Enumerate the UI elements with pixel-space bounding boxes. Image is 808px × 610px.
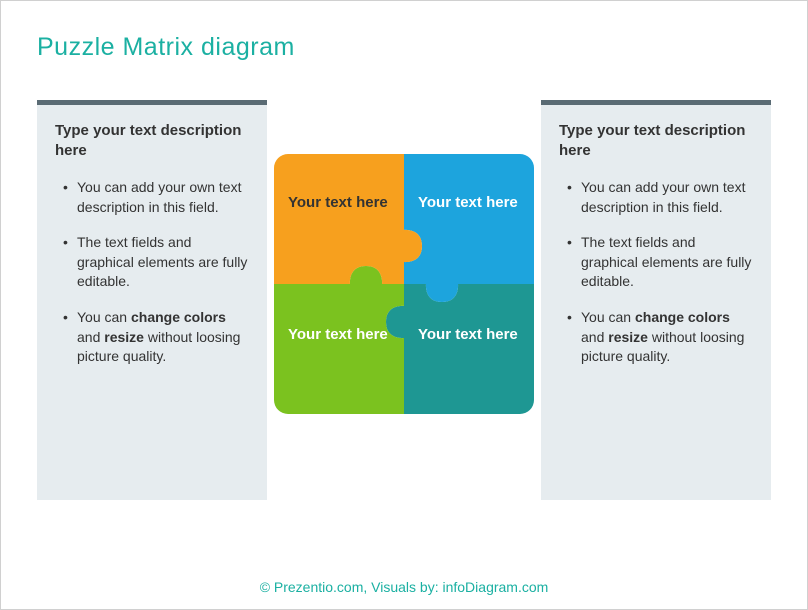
text-fragment: You can <box>77 309 131 325</box>
puzzle-label-top-left: Your text here <box>288 194 398 213</box>
right-textbox: Type your text description here You can … <box>541 100 771 500</box>
puzzle-label-top-right: Your text here <box>418 194 528 213</box>
left-textbox: Type your text description here You can … <box>37 100 267 500</box>
right-textbox-heading: Type your text description here <box>559 121 753 160</box>
puzzle-piece-top-left <box>274 154 422 284</box>
text-fragment-bold: change colors <box>131 309 226 325</box>
text-fragment-bold: change colors <box>635 309 730 325</box>
text-fragment: You can <box>581 309 635 325</box>
text-fragment: and <box>581 329 608 345</box>
main-area: Type your text description here You can … <box>37 100 771 520</box>
left-textbox-heading: Type your text description here <box>55 121 249 160</box>
puzzle-label-bottom-right: Your text here <box>418 326 528 345</box>
footer-credit: © Prezentio.com, Visuals by: infoDiagram… <box>1 579 807 595</box>
puzzle-diagram: Your text here Your text here Your text … <box>274 154 534 414</box>
list-item: You can change colors and resize without… <box>567 308 753 367</box>
puzzle-label-bottom-left: Your text here <box>288 326 398 345</box>
list-item: The text fields and graphical elements a… <box>63 233 249 292</box>
puzzle-piece-top-right <box>404 154 534 302</box>
list-item: You can add your own text description in… <box>567 178 753 217</box>
puzzle-piece-bottom-right <box>386 284 534 414</box>
puzzle-svg <box>274 154 534 414</box>
left-textbox-list: You can add your own text description in… <box>55 178 249 367</box>
page-title: Puzzle Matrix diagram <box>37 33 771 62</box>
list-item: You can change colors and resize without… <box>63 308 249 367</box>
list-item: The text fields and graphical elements a… <box>567 233 753 292</box>
text-fragment-bold: resize <box>608 329 648 345</box>
text-fragment-bold: resize <box>104 329 144 345</box>
list-item: You can add your own text description in… <box>63 178 249 217</box>
text-fragment: and <box>77 329 104 345</box>
right-textbox-list: You can add your own text description in… <box>559 178 753 367</box>
